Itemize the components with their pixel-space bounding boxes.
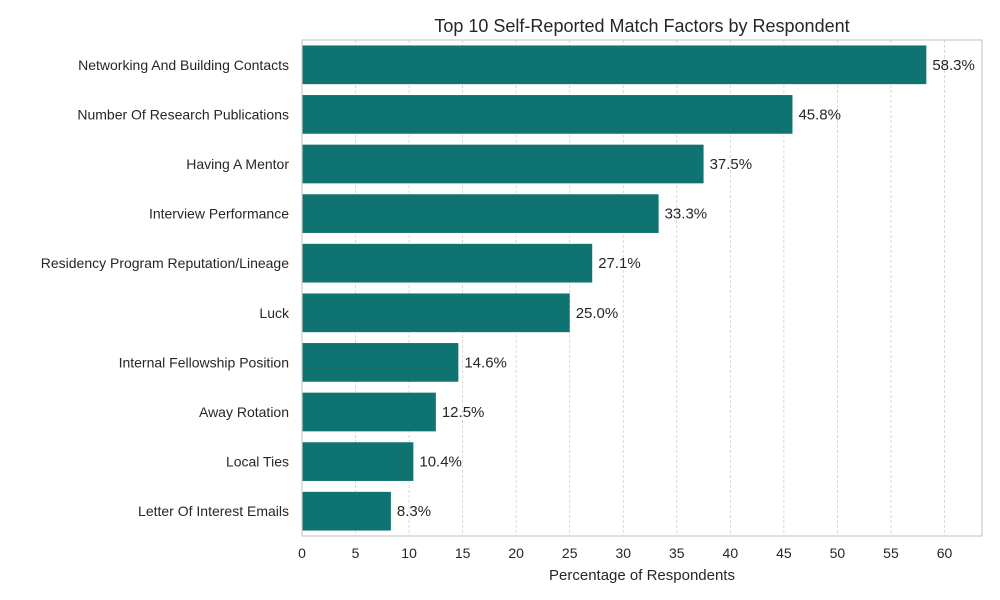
- data-label: 8.3%: [397, 503, 431, 520]
- category-label: Away Rotation: [199, 404, 289, 420]
- bar: [302, 293, 570, 333]
- x-tick-label: 40: [723, 545, 739, 561]
- bar: [302, 144, 704, 184]
- data-label: 45.8%: [798, 106, 841, 123]
- bar: [302, 243, 593, 283]
- x-tick-label: 30: [615, 545, 631, 561]
- x-tick-label: 20: [508, 545, 524, 561]
- category-label: Residency Program Reputation/Lineage: [41, 255, 289, 271]
- category-label: Luck: [259, 305, 290, 321]
- x-tick-label: 45: [776, 545, 792, 561]
- category-label: Interview Performance: [149, 206, 289, 222]
- x-axis-ticks: 0 5 10 15 20 25 30 35 40 45 50 55 60: [298, 545, 952, 561]
- category-label: Internal Fellowship Position: [119, 354, 289, 370]
- data-label: 27.1%: [598, 255, 641, 272]
- data-label: 10.4%: [419, 454, 462, 471]
- bars: [302, 45, 927, 531]
- bar: [302, 392, 436, 432]
- category-label: Networking And Building Contacts: [78, 57, 289, 73]
- data-label: 58.3%: [932, 57, 975, 74]
- category-label: Having A Mentor: [186, 156, 289, 172]
- x-tick-label: 60: [937, 545, 953, 561]
- data-label: 37.5%: [710, 156, 753, 173]
- x-tick-label: 35: [669, 545, 685, 561]
- x-tick-label: 10: [401, 545, 417, 561]
- bar: [302, 95, 793, 134]
- data-labels: 58.3% 45.8% 37.5% 33.3% 27.1% 25.0% 14.6% 12.5%…: [397, 57, 975, 520]
- category-labels: Networking And Building Contacts Number O…: [41, 57, 290, 519]
- x-tick-label: 55: [883, 545, 899, 561]
- data-label: 25.0%: [576, 305, 619, 322]
- x-tick-label: 5: [352, 545, 360, 561]
- category-label: Letter Of Interest Emails: [138, 503, 289, 519]
- bar: [302, 45, 927, 85]
- bar: [302, 343, 459, 382]
- category-label: Local Ties: [226, 454, 289, 470]
- x-tick-label: 25: [562, 545, 578, 561]
- data-label: 12.5%: [442, 404, 485, 421]
- x-tick-label: 0: [298, 545, 306, 561]
- data-label: 14.6%: [464, 354, 507, 371]
- x-tick-label: 15: [455, 545, 471, 561]
- plot-frame: [301, 39, 983, 537]
- chart-title: Top 10 Self-Reported Match Factors by Re…: [434, 16, 849, 36]
- data-label: 33.3%: [665, 206, 708, 223]
- x-axis-label: Percentage of Respondents: [549, 567, 735, 584]
- bar: [302, 194, 659, 233]
- bar: [302, 442, 414, 481]
- category-label: Number Of Research Publications: [77, 106, 289, 122]
- bar: [302, 491, 391, 531]
- x-tick-label: 50: [830, 545, 846, 561]
